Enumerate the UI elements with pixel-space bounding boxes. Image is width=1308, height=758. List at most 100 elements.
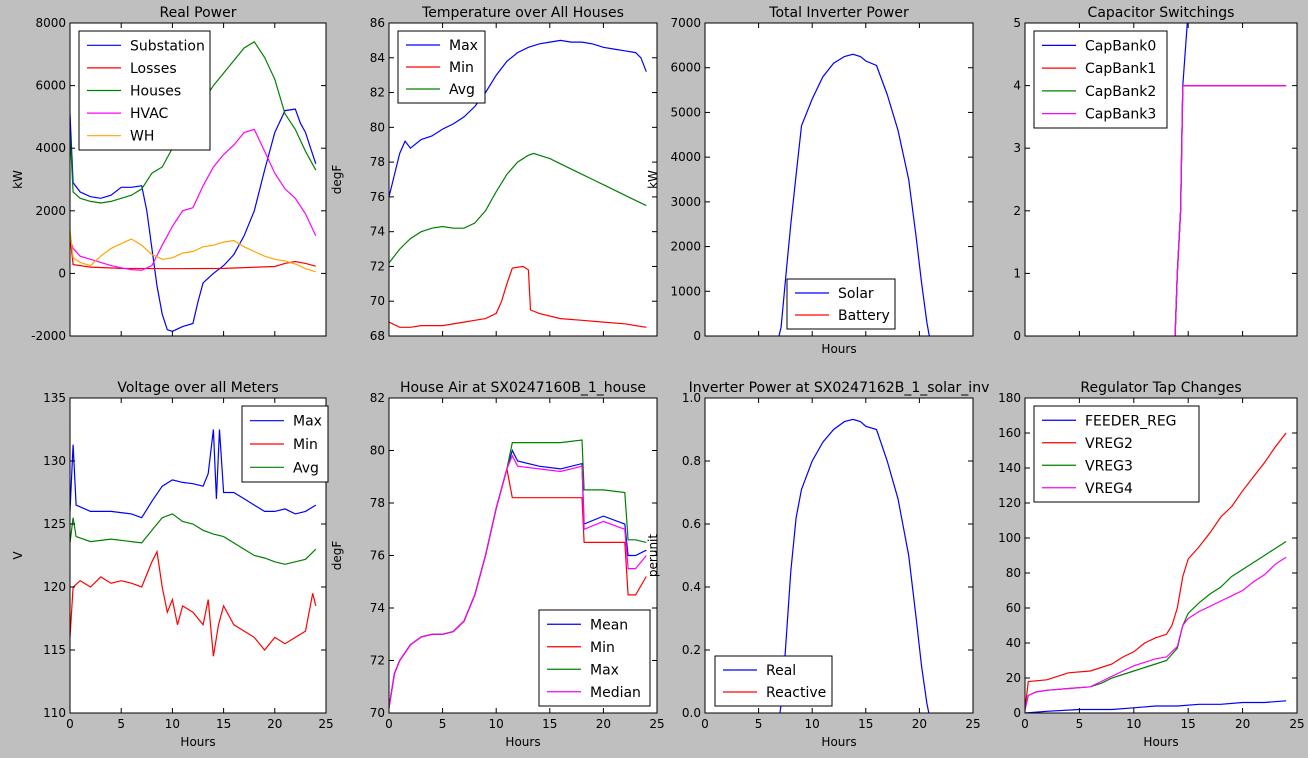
x-tick-label: 20 [912, 717, 927, 731]
series-group [389, 439, 647, 708]
y-tick-label: 80 [1006, 566, 1021, 580]
y-tick-label: 1 [1013, 266, 1021, 280]
y-axis-label: kW [646, 170, 660, 189]
x-tick-label: 25 [965, 717, 980, 731]
chart-title: Inverter Power at SX0247162B_1_solar_inv [689, 380, 990, 396]
legend-label: Min [590, 640, 615, 656]
y-tick-label: 3 [1013, 141, 1021, 155]
series-group [779, 418, 930, 713]
legend-label: Avg [449, 82, 475, 98]
y-axis-label: perunit [646, 534, 660, 577]
y-tick-label: 125 [43, 517, 66, 531]
x-tick-label: 20 [596, 717, 611, 731]
legend-label: Mean [590, 617, 628, 633]
y-tick-label: 0 [1013, 329, 1021, 343]
legend-box [786, 278, 896, 330]
x-tick-label: 15 [216, 717, 231, 731]
y-tick-label: 74 [370, 225, 385, 239]
y-tick-label: 4000 [670, 150, 701, 164]
y-tick-label: 80 [370, 120, 385, 134]
x-tick-label: 25 [1289, 717, 1304, 731]
axes-frame [1024, 397, 1298, 714]
y-axis-label: degF [330, 165, 344, 195]
y-tick-label: 4 [1013, 79, 1021, 93]
legend-label: Min [293, 437, 318, 453]
series-line [70, 429, 317, 519]
y-tick-label: 160 [998, 426, 1021, 440]
chart-title: Real Power [160, 5, 237, 21]
legend-box [714, 655, 833, 707]
legend-label: Houses [130, 84, 181, 100]
x-tick-label: 0 [701, 717, 709, 731]
chart-title: House Air at SX0247160B_1_house [400, 380, 646, 396]
y-tick-label: 110 [43, 706, 66, 720]
subplot: 70 72 74 76 78 80 82 0 5 10 15 20 25 House Air at SX0… [330, 380, 665, 749]
legend: CapBank0 CapBank1 CapBank2 CapBank3 [1033, 30, 1168, 129]
y-tick-label: 2000 [670, 240, 701, 254]
series-group [778, 53, 930, 336]
legend-label: WH [130, 129, 154, 145]
series-line [70, 128, 317, 271]
y-axis-label: degF [330, 541, 344, 571]
x-tick-label: 5 [117, 717, 125, 731]
chart-title: Voltage over all Meters [117, 380, 278, 396]
series-line [70, 108, 317, 332]
y-tick-label: 100 [998, 531, 1021, 545]
x-axis-label: Hours [821, 735, 856, 749]
series-line [70, 549, 317, 657]
legend-label: CapBank2 [1085, 84, 1156, 100]
legend: FEEDER_REG VREG2 VREG3 VREG4 [1033, 405, 1200, 503]
x-axis-label: Hours [505, 735, 540, 749]
y-tick-label: 3000 [670, 195, 701, 209]
legend-label: Reactive [766, 685, 826, 701]
x-axis-label: Hours [821, 342, 856, 356]
legend-label: Min [449, 60, 474, 76]
y-tick-label: 78 [370, 155, 385, 169]
x-tick-label: 25 [649, 717, 664, 731]
series-line [1174, 85, 1287, 336]
legend: Substation Losses Houses HVAC WH [78, 30, 211, 151]
x-tick-label: 0 [66, 717, 74, 731]
legend-label: Real [766, 663, 796, 679]
chart-title: Regulator Tap Changes [1080, 380, 1241, 396]
x-tick-label: 5 [439, 717, 447, 731]
y-tick-label: 86 [370, 16, 385, 30]
y-tick-label: 84 [370, 51, 385, 65]
x-tick-label: 0 [385, 717, 393, 731]
x-tick-label: 10 [489, 717, 504, 731]
legend-label: CapBank1 [1085, 61, 1156, 77]
axes-frame [704, 22, 974, 337]
y-tick-label: 72 [370, 259, 385, 273]
legend: Mean Min Max Median [538, 609, 651, 707]
y-tick-label: 8000 [35, 16, 66, 30]
series-line [389, 454, 647, 708]
y-tick-label: 6000 [670, 61, 701, 75]
y-tick-label: 120 [43, 580, 66, 594]
y-tick-label: 1.0 [682, 391, 701, 405]
series-line [389, 265, 647, 328]
legend-label: CapBank0 [1085, 38, 1156, 54]
legend-box [1033, 405, 1200, 503]
subplot: 110 115 120 125 130 135 0 5 10 15 20 25 Voltage over… [11, 380, 334, 749]
legend-label: FEEDER_REG [1085, 413, 1177, 429]
series-line [70, 229, 316, 273]
x-tick-label: 5 [755, 717, 763, 731]
legend: Real Reactive [714, 655, 833, 707]
x-tick-label: 20 [267, 717, 282, 731]
series-line [1025, 700, 1287, 713]
y-tick-label: 5000 [670, 105, 701, 119]
y-tick-label: 60 [1006, 601, 1021, 615]
legend-box [1033, 30, 1168, 129]
x-tick-label: 25 [318, 717, 333, 731]
legend-label: Losses [130, 61, 177, 77]
legend-label: VREG3 [1085, 458, 1133, 474]
subplot: 0 20 40 60 80 100 120 140 160 180 0 5 10 15 20 25 Regula… [998, 380, 1305, 749]
y-tick-label: 1000 [670, 284, 701, 298]
series-line [1025, 556, 1287, 710]
y-tick-label: 0.2 [682, 643, 701, 657]
y-tick-label: 0 [1013, 706, 1021, 720]
axes-frame [69, 397, 327, 714]
y-tick-label: 140 [998, 461, 1021, 475]
